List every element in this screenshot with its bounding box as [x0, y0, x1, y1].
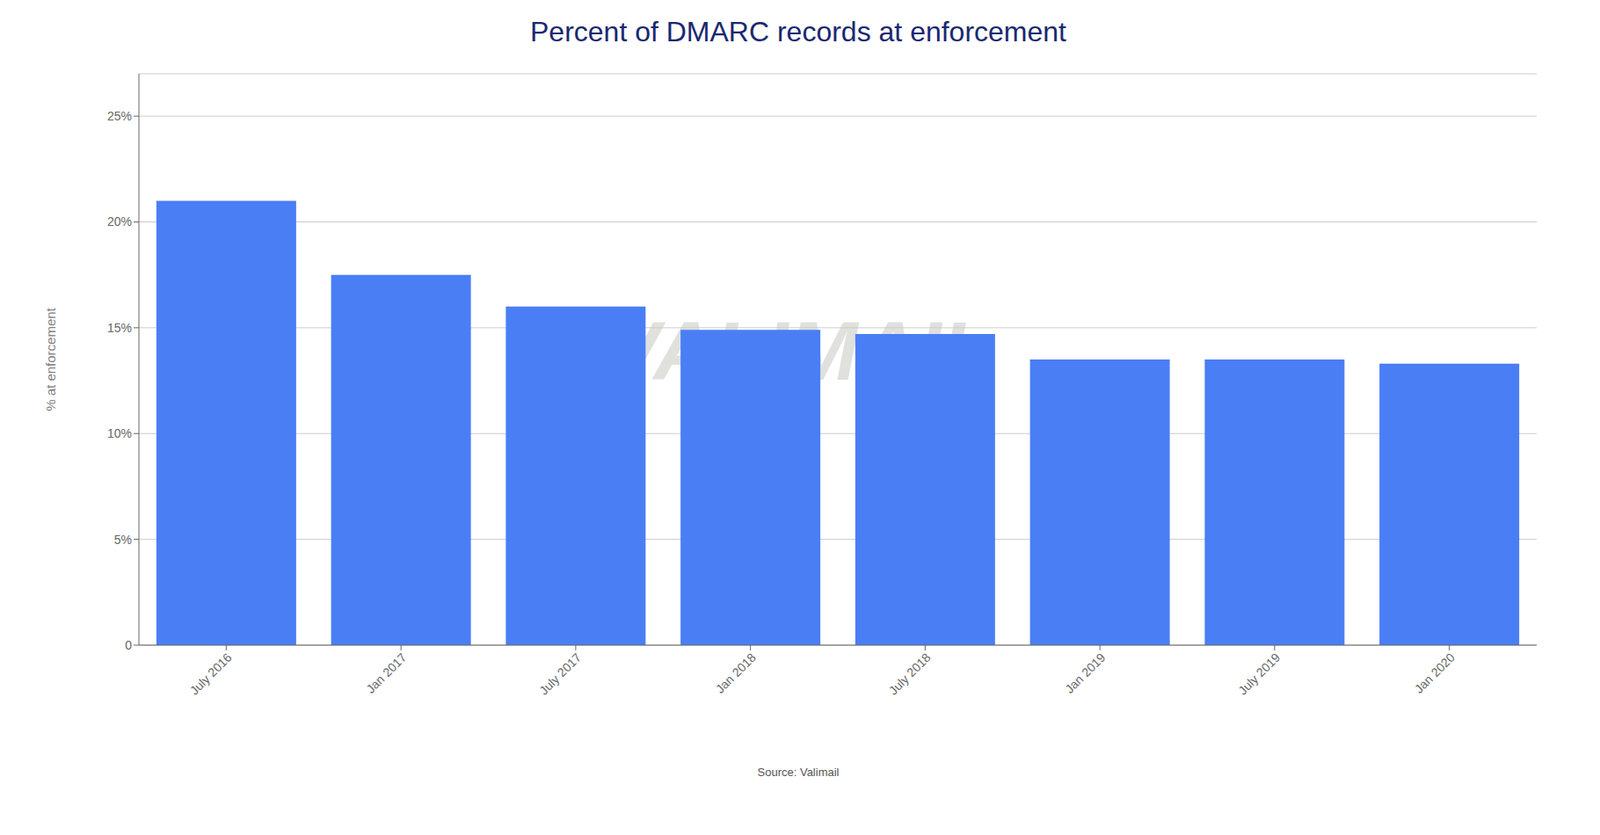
svg-text:Jan 2017: Jan 2017 — [363, 650, 409, 697]
svg-text:Jan 2020: Jan 2020 — [1411, 650, 1458, 697]
svg-text:10%: 10% — [107, 426, 132, 441]
html-text:Source: Valimail: Source: Valimail — [757, 765, 840, 779]
svg-text:July 2019: July 2019 — [1235, 650, 1283, 699]
html-text:VALIMAIL: VALIMAIL — [604, 303, 993, 397]
svg-text:25%: 25% — [107, 109, 132, 124]
svg-text:Jan 2019: Jan 2019 — [1061, 650, 1108, 697]
svg-text:July 2017: July 2017 — [536, 650, 584, 699]
svg-text:0: 0 — [124, 638, 132, 653]
svg-text:July 2018: July 2018 — [886, 650, 934, 699]
svg-text:% at enforcement: % at enforcement — [43, 306, 59, 411]
html-text:Percent of DMARC records at en: Percent of DMARC records at enforcement — [530, 15, 1067, 48]
svg-text:July 2016: July 2016 — [187, 650, 235, 699]
svg-text:Jan 2018: Jan 2018 — [712, 650, 759, 697]
svg-text:20%: 20% — [107, 214, 132, 229]
svg-text:5%: 5% — [114, 532, 132, 547]
svg-text:15%: 15% — [107, 320, 132, 335]
